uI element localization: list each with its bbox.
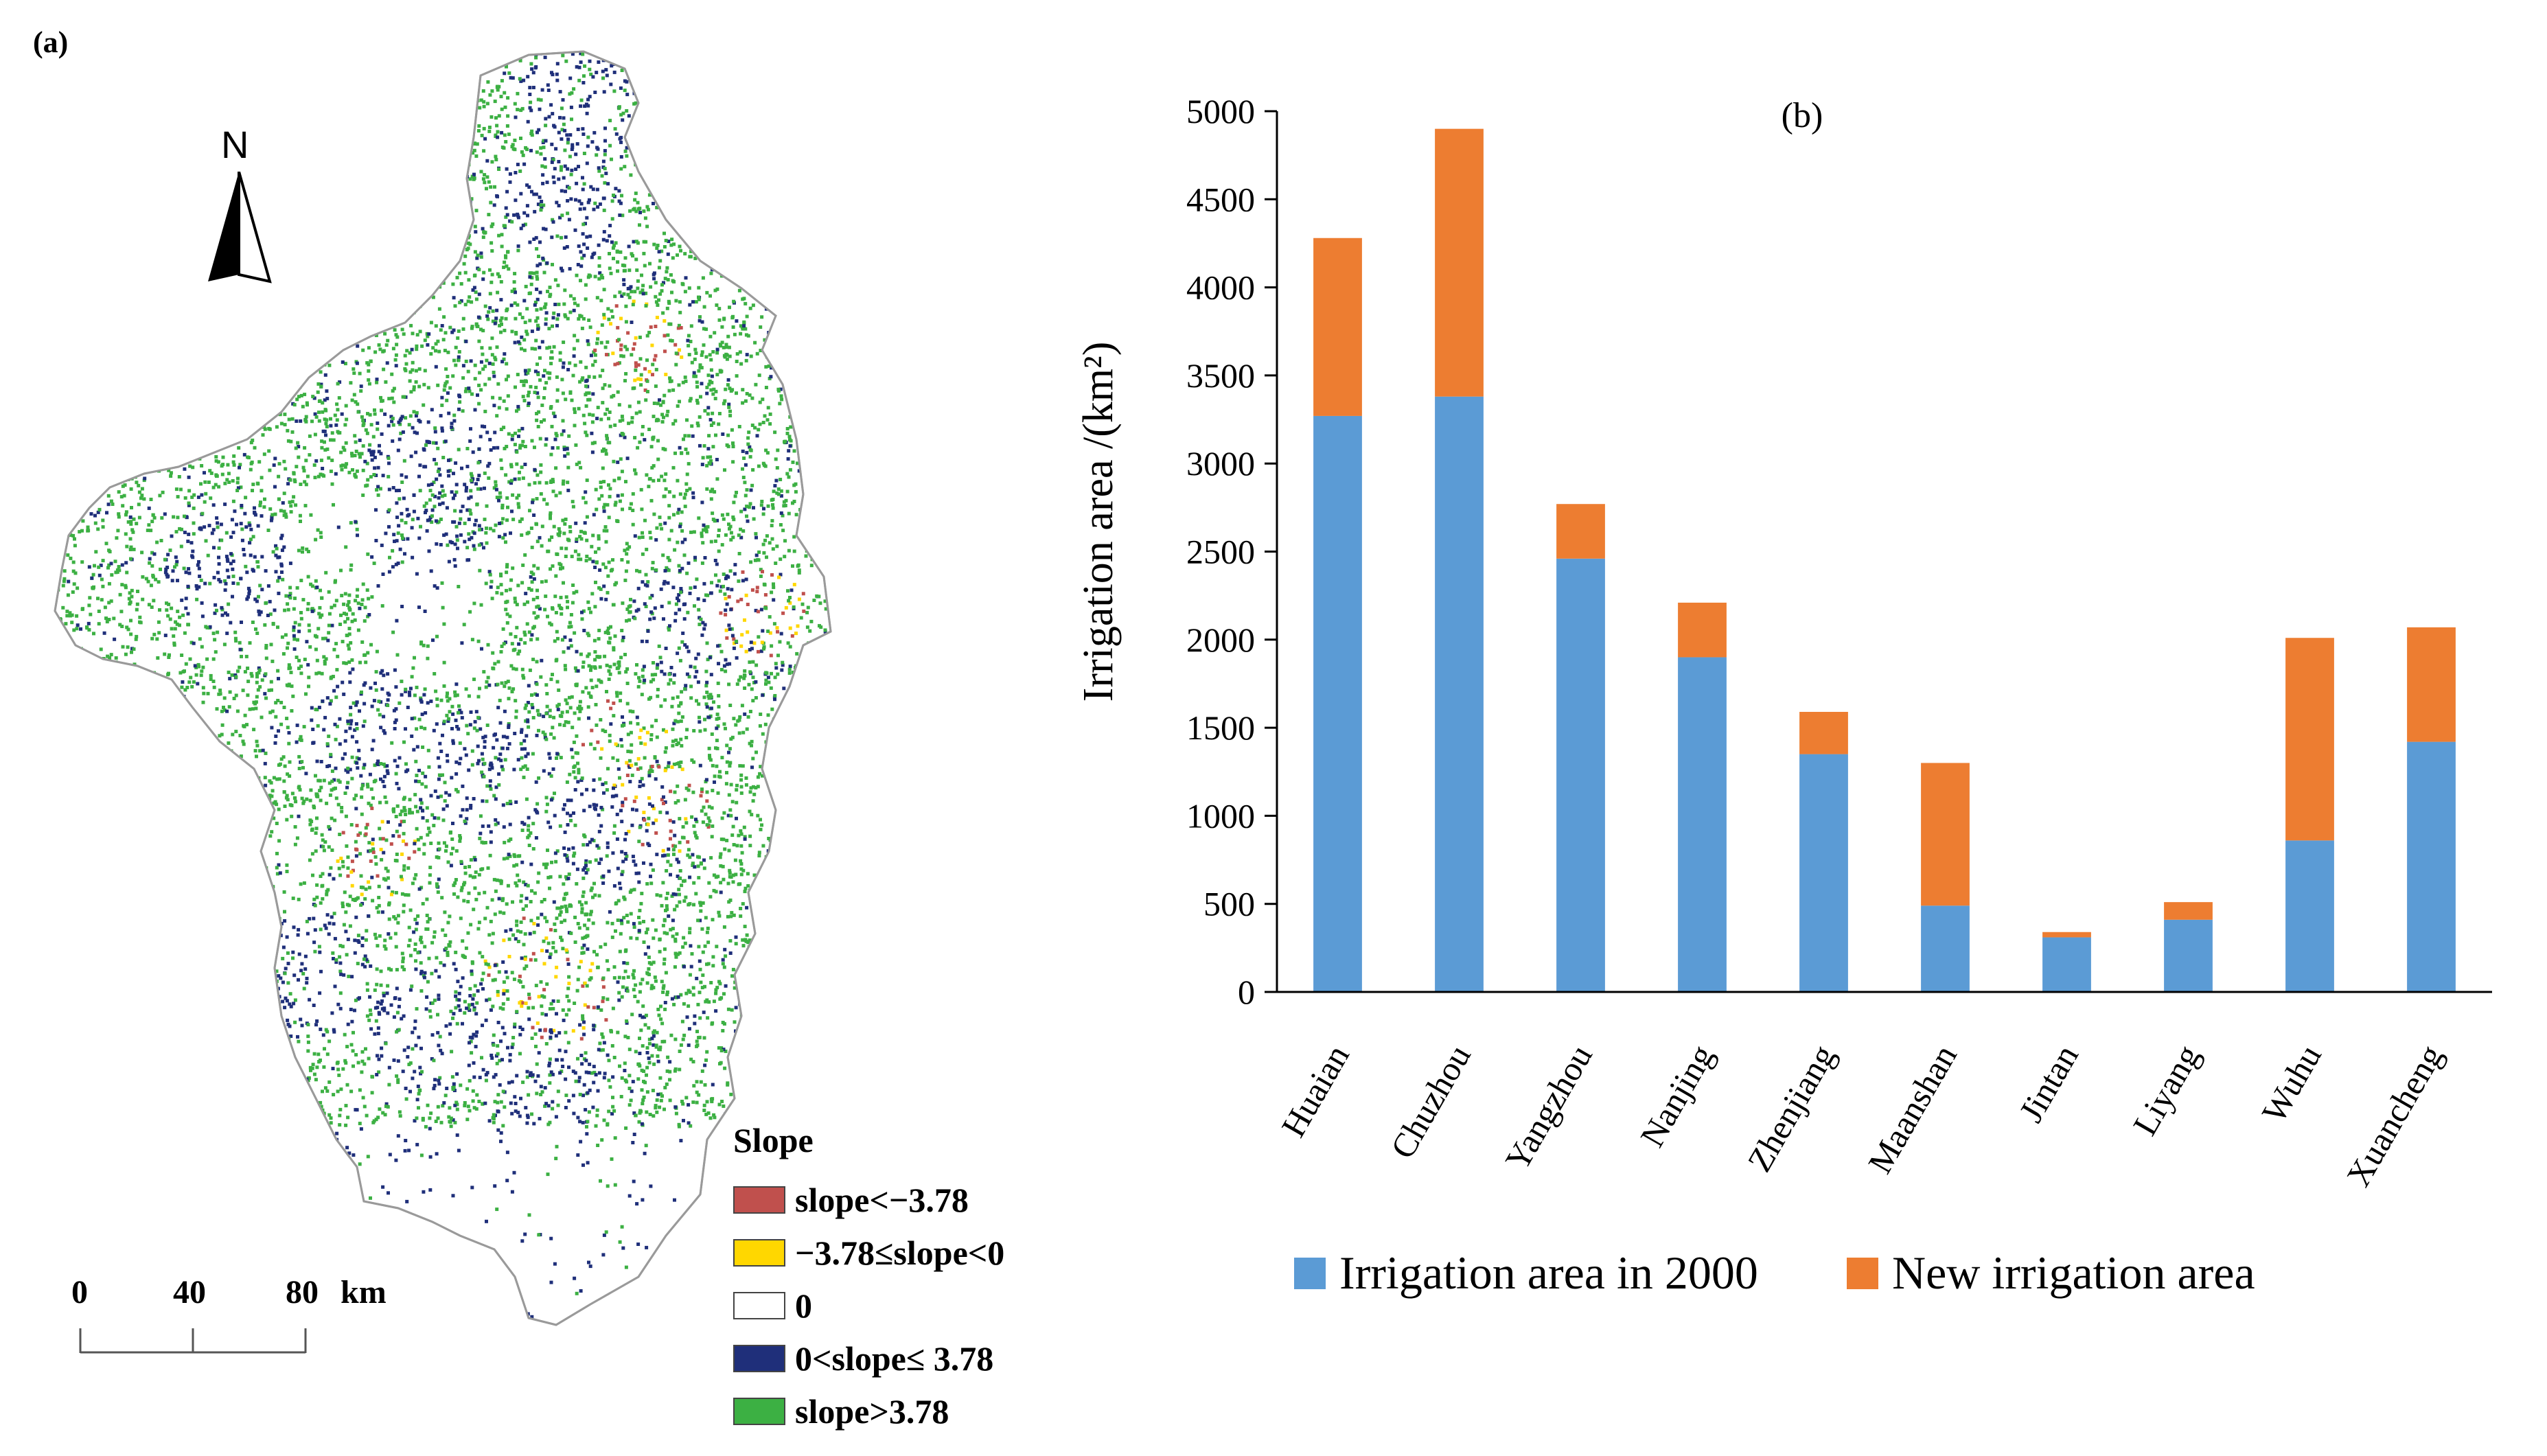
y-tick-label: 4000 [1186,268,1255,307]
legend-swatch [733,1292,785,1319]
x-tick-label: Liyang [2125,1039,2207,1142]
y-tick-label: 5000 [1186,92,1255,130]
scale-tick-0: 0 [71,1274,88,1310]
bar-new-irrigation-xuancheng [2407,627,2456,742]
slope-map [54,50,832,1326]
bar-new-irrigation-huaian [1313,238,1362,416]
legend-swatch [733,1345,785,1372]
north-arrow-icon [208,172,272,284]
legend-label: slope>3.78 [795,1392,949,1431]
bar-new-irrigation-nanjing [1678,602,1727,658]
x-tick-label: Xuancheng [2339,1039,2450,1193]
legend-swatch [1294,1257,1326,1289]
slope-legend-item: 0 [733,1286,812,1325]
y-tick-label: 4500 [1186,180,1255,218]
bar-new-irrigation-yangzhou [1556,504,1605,559]
scale-unit: km [341,1274,387,1310]
bar-irrigation-2000-liyang [2164,919,2213,992]
slope-legend-item: slope>3.78 [733,1392,949,1431]
map-landmass [54,50,832,1326]
bar-irrigation-2000-zhenjiang [1799,754,1848,992]
slope-legend-title: Slope [733,1121,814,1159]
bar-irrigation-2000-jintan [2042,937,2091,992]
legend-label: 0 [795,1286,812,1325]
x-tick-label: Maanshan [1860,1039,1964,1180]
x-tick-label: Chuzhou [1383,1039,1478,1165]
legend-swatch [733,1186,785,1214]
y-tick-label: 500 [1203,885,1255,923]
x-tick-label: Jintan [2012,1039,2086,1129]
y-tick-label: 3000 [1186,444,1255,483]
bar-new-irrigation-jintan [2042,932,2091,938]
x-tick-label: Yangzhou [1497,1039,1600,1177]
bar-new-irrigation-wuhu [2285,638,2334,841]
legend-swatch [1847,1257,1878,1289]
y-tick-label: 1500 [1186,708,1255,747]
legend-label: New irrigation area [1892,1247,2255,1299]
slope-legend-item: 0<slope≤ 3.78 [733,1339,993,1378]
chart-panel-label: (b) [1782,96,1823,135]
legend-label: 0<slope≤ 3.78 [795,1339,994,1378]
y-tick-label: 1000 [1186,796,1255,835]
bar-irrigation-2000-maanshan [1921,905,1970,992]
y-tick-label: 3500 [1186,356,1255,395]
bar-new-irrigation-zhenjiang [1799,712,1848,754]
scale-tick-80: 80 [286,1274,319,1310]
bar-irrigation-2000-huaian [1313,415,1362,992]
y-axis-label: Irrigation area /(km²) [1075,342,1122,702]
y-tick-label: 2000 [1186,621,1255,659]
bar-irrigation-2000-xuancheng [2407,741,2456,992]
bar-new-irrigation-liyang [2164,902,2213,920]
slope-legend-item: −3.78≤slope<0 [733,1234,1004,1272]
legend-label: −3.78≤slope<0 [795,1234,1005,1272]
scale-tick-40: 40 [173,1274,206,1310]
bar-irrigation-2000-yangzhou [1556,558,1605,992]
legend-label: Irrigation area in 2000 [1339,1247,1758,1299]
x-tick-label: Huaian [1274,1039,1357,1144]
irrigation-bar-chart: (b) Irrigation area /(km²) 0 500 1000 1500 2… [1075,92,2492,1193]
bar-new-irrigation-chuzhou [1435,128,1484,397]
x-tick-label: Zhenjiang [1740,1039,1843,1179]
x-tick-label: Wuhu [2254,1039,2329,1129]
slope-legend-item: slope<−3.78 [733,1181,969,1219]
legend-swatch [733,1239,785,1267]
y-tick-label: 2500 [1186,533,1255,571]
legend-swatch [733,1398,785,1425]
bar-irrigation-2000-nanjing [1678,657,1727,992]
bar-new-irrigation-maanshan [1921,763,1970,906]
bar-irrigation-2000-wuhu [2285,840,2334,992]
bar-irrigation-2000-chuzhou [1435,396,1484,992]
chart-legend-item: New irrigation area [1847,1246,2255,1300]
panel-a-label: (a) [33,25,69,59]
x-tick-label: Nanjing [1633,1039,1721,1154]
scale-bar [79,1328,307,1354]
y-tick-label: 0 [1238,973,1255,1011]
chart-legend-item: Irrigation area in 2000 [1294,1246,1758,1300]
legend-label: slope<−3.78 [795,1181,969,1219]
north-label: N [221,123,249,166]
